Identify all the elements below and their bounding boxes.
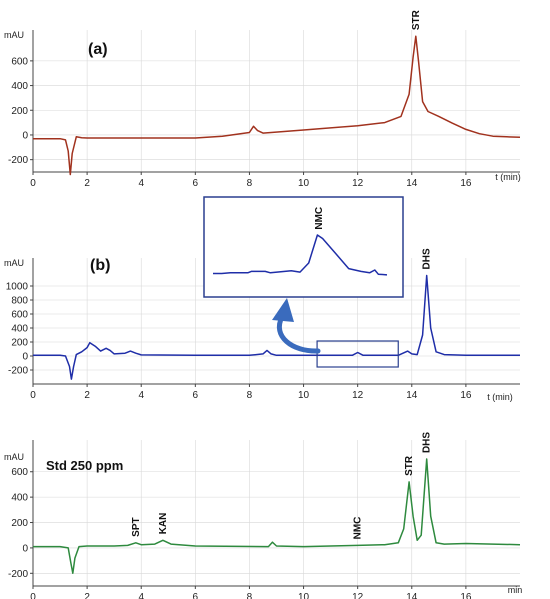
chart-1-xtick-label-4: 8	[247, 390, 253, 401]
chart-1-ylabel: mAU	[4, 258, 24, 268]
chart-2-ytick-label-4: 600	[11, 467, 28, 478]
chart-0-panel-label: (a)	[88, 41, 108, 58]
chromatogram-a: 0 2 4 6 8 10 12 14 16 -200 0 200 400 600 mAU t (min) (a)…	[4, 9, 521, 189]
inset-box	[203, 196, 404, 298]
chart-1-ytick-label-2: 200	[11, 338, 28, 349]
chromatogram-standard: 0 2 4 6 8 10 12 14 16 -200 0 200 400 600 mAU min Std 250…	[4, 432, 522, 599]
chart-1-ytick-label-5: 800	[11, 296, 28, 307]
chart-0-ytick-label-3: 400	[11, 81, 28, 92]
chart-0-ylabel: mAU	[4, 30, 24, 40]
chart-2-peak-label-nmc: NMC	[353, 517, 364, 540]
chart-2-peak-label-str: STR	[404, 455, 415, 476]
chart-2-xtick-label-6: 12	[352, 592, 364, 599]
chart-1-xtick-label-1: 2	[84, 390, 90, 401]
chart-2-ytick-label-2: 200	[11, 518, 28, 529]
chart-0-ytick-label-4: 600	[11, 56, 28, 67]
chart-2-xtick-label-5: 10	[298, 592, 310, 599]
chart-2-panel-label: Std 250 ppm	[46, 458, 123, 473]
chart-0-xtick-label-7: 14	[406, 178, 418, 189]
inset-peak-label-nmc: NMC	[314, 207, 325, 230]
chart-0-xtick-label-1: 2	[84, 178, 90, 189]
chart-1-xlabel: t (min)	[487, 392, 513, 402]
chart-0-xtick-label-5: 10	[298, 178, 310, 189]
chart-0-peak-label-str: STR	[411, 9, 422, 30]
chart-1-xtick-label-5: 10	[298, 390, 310, 401]
chart-1-xtick-label-3: 6	[193, 390, 199, 401]
chart-1-xtick-label-0: 0	[30, 390, 36, 401]
chart-0-xtick-label-8: 16	[460, 178, 472, 189]
chart-2-xtick-label-8: 16	[460, 592, 472, 599]
chart-2-xtick-label-1: 2	[84, 592, 90, 599]
chart-1-ytick-label-1: 0	[22, 352, 28, 363]
chart-0-xtick-label-2: 4	[138, 178, 144, 189]
chart-1-ytick-label-3: 400	[11, 324, 28, 335]
chart-2-ylabel: mAU	[4, 452, 24, 462]
zoom-arrow-shaft	[277, 314, 321, 354]
chart-0-xtick-label-4: 8	[247, 178, 253, 189]
chart-0-ytick-label-1: 0	[22, 130, 28, 141]
chart-1-peak-label-dhs: DHS	[422, 248, 433, 269]
chart-2-peak-label-spt: SPT	[131, 517, 142, 536]
chart-2-xlabel: min	[508, 585, 523, 595]
chart-2-xtick-label-3: 6	[193, 592, 199, 599]
chart-1-xtick-label-6: 12	[352, 390, 364, 401]
chart-2-ytick-label-0: -200	[8, 569, 28, 580]
chromatogram-b: 0 2 4 6 8 10 12 14 16 -200 0 200 400 600 800 1000 mAU t (…	[4, 196, 521, 402]
chart-0-ytick-label-0: -200	[8, 155, 28, 166]
chart-2-xtick-label-0: 0	[30, 592, 36, 599]
chart-1-xtick-label-7: 14	[406, 390, 418, 401]
inset-series-line	[213, 234, 388, 276]
chart-1-ytick-label-4: 600	[11, 310, 28, 321]
chart-1-ytick-label-6: 1000	[6, 282, 29, 293]
zoom-region-box	[316, 340, 399, 368]
chart-1-series-line-0	[33, 274, 521, 380]
chart-1-panel-label: (b)	[90, 257, 110, 274]
chart-1-ytick-label-0: -200	[8, 366, 28, 377]
chart-2-xtick-label-4: 8	[247, 592, 253, 599]
chart-2-xtick-label-2: 4	[138, 592, 144, 599]
chart-0-xtick-label-3: 6	[193, 178, 199, 189]
chart-0-xtick-label-0: 0	[30, 178, 36, 189]
chart-2-xtick-label-7: 14	[406, 592, 418, 599]
chart-1-xtick-label-8: 16	[460, 390, 472, 401]
chart-1-xtick-label-2: 4	[138, 390, 144, 401]
chart-0-series-line-0	[33, 35, 521, 176]
zoom-arrow-head	[272, 298, 294, 322]
chart-2-ytick-label-1: 0	[22, 543, 28, 554]
chart-2-peak-label-kan: KAN	[158, 513, 169, 535]
chart-2-peak-label-dhs: DHS	[422, 432, 433, 453]
chart-2-ytick-label-3: 400	[11, 493, 28, 504]
chart-0-xtick-label-6: 12	[352, 178, 364, 189]
chart-0-xlabel: t (min)	[495, 172, 521, 182]
chart-2-series-line-0	[33, 458, 521, 575]
chart-0-ytick-label-2: 200	[11, 106, 28, 117]
